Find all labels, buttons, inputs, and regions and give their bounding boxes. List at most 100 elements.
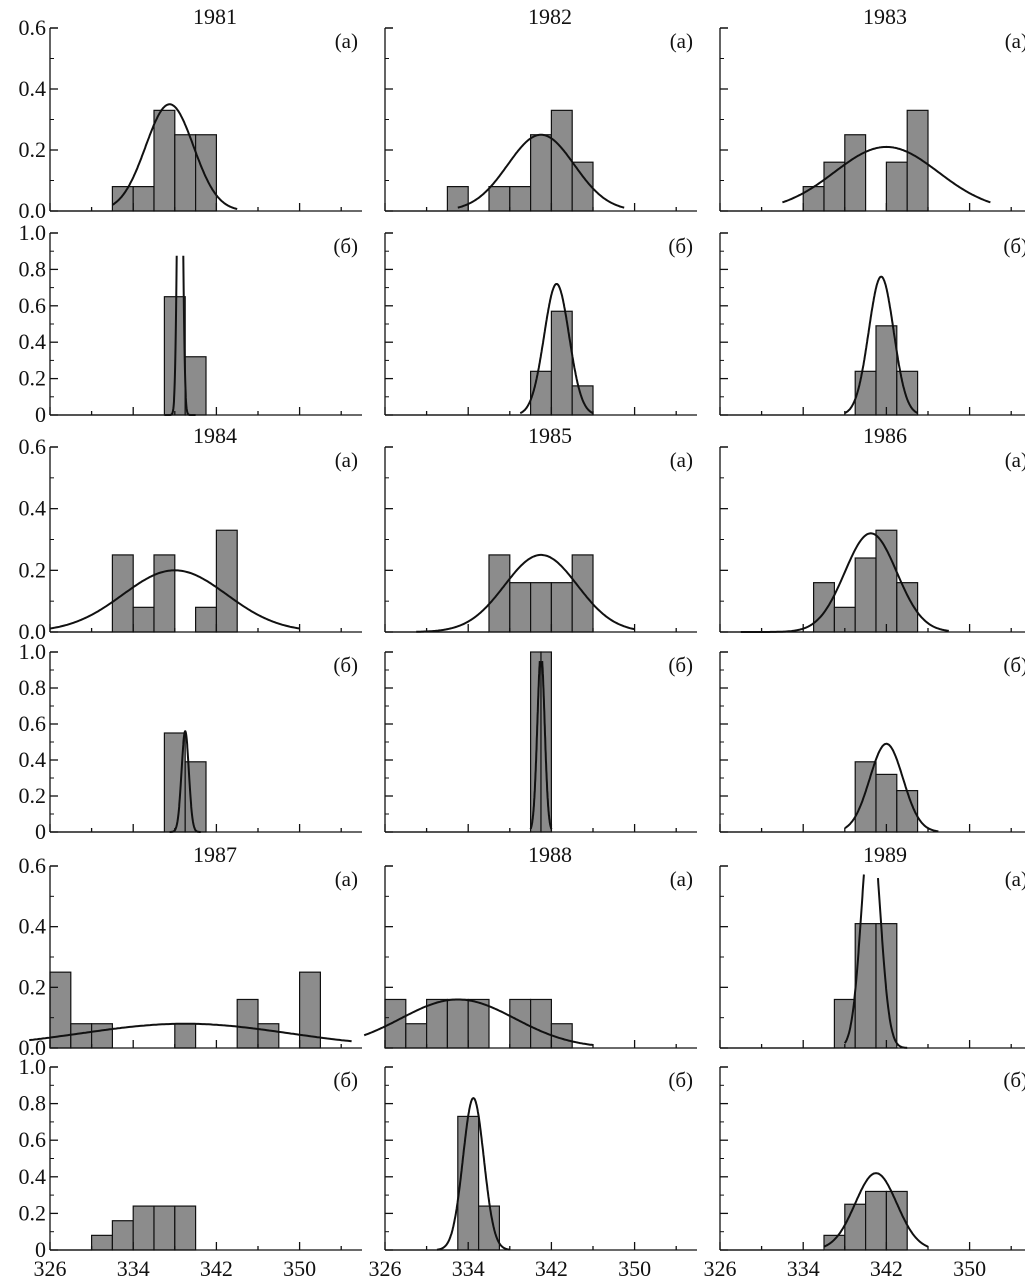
y-tick-label: 0.2 — [19, 366, 47, 391]
histogram-bar — [529, 134, 552, 212]
histogram-bar — [509, 186, 532, 212]
y-tick-label: 0.4 — [19, 496, 47, 521]
y-tick-label: 1.0 — [19, 1054, 47, 1079]
histogram-bar — [864, 1190, 887, 1251]
panel-title: 1981 — [193, 4, 237, 29]
panel-tag: (a) — [335, 867, 358, 891]
histogram-bar — [153, 109, 176, 212]
panel-8: 1985 (a) — [384, 423, 697, 633]
x-tick-label: 342 — [870, 1256, 903, 1280]
y-tick-label: 0.2 — [19, 137, 47, 162]
x-tick-label: 326 — [704, 1256, 737, 1280]
histogram-bar — [529, 998, 552, 1049]
y-tick-label: 0.6 — [19, 293, 47, 318]
x-tick-label: 350 — [283, 1256, 316, 1280]
panel-title: 1986 — [863, 423, 907, 448]
panel-title: 1987 — [193, 842, 237, 867]
panel-title: 1984 — [193, 423, 237, 448]
histogram-bar — [70, 1023, 93, 1049]
panel-tag: (б) — [1003, 1068, 1025, 1092]
panel-7: 0.0 0.2 0.4 0.6 1984 (a) — [19, 423, 362, 644]
y-tick-label: 0.6 — [19, 15, 47, 40]
panel-13: 0.0 0.2 0.4 0.6 1987 (a) — [19, 842, 362, 1060]
panel-tag: (б) — [1003, 653, 1025, 677]
y-tick-label: 0.4 — [19, 329, 47, 354]
histogram-bar — [509, 582, 532, 633]
histogram-bar — [184, 356, 207, 416]
histogram-bar — [550, 310, 573, 416]
histogram-bar — [446, 998, 469, 1049]
histogram-bar — [509, 998, 532, 1049]
y-tick-label: 0 — [35, 819, 46, 844]
panel-4: 0 0.2 0.4 0.6 0.8 1.0 (б) — [19, 220, 362, 427]
histogram-bar — [529, 582, 552, 633]
y-tick-label: 1.0 — [19, 220, 47, 245]
panel-tag: (a) — [1005, 867, 1025, 891]
panel-10: 0 0.2 0.4 0.6 0.8 1.0 (б) — [19, 639, 362, 844]
panel-14: 1988 (a) — [363, 842, 697, 1049]
histogram-bar — [550, 582, 573, 633]
normal-fit-curve — [29, 1022, 352, 1043]
histogram-bar — [571, 161, 594, 212]
x-tick-label: 350 — [953, 1256, 986, 1280]
histogram-bar — [132, 606, 155, 633]
x-tick-label: 350 — [618, 1256, 651, 1280]
histogram-bar — [875, 773, 898, 833]
histogram-bar — [132, 186, 155, 212]
histogram-bar — [823, 161, 846, 212]
histogram-bar — [153, 554, 176, 633]
normal-fit-curve — [529, 661, 541, 830]
histogram-bar — [875, 325, 898, 416]
histogram-bar — [854, 370, 877, 416]
histogram-bar — [854, 557, 877, 633]
y-tick-label: 0 — [35, 1237, 46, 1262]
panel-1: 0.0 0.2 0.4 0.6 1981 (a) — [19, 4, 362, 223]
x-tick-label: 326 — [34, 1256, 67, 1280]
y-tick-label: 0.2 — [19, 557, 47, 582]
x-tick-label: 334 — [787, 1256, 820, 1280]
normal-fit-curve — [541, 661, 553, 830]
histogram-bar — [153, 1205, 176, 1251]
y-tick-label: 0.6 — [19, 434, 47, 459]
normal-fit-curve — [49, 569, 300, 630]
histogram-bar — [257, 1023, 280, 1049]
histogram-bar — [195, 606, 218, 633]
normal-fit-curve — [111, 103, 238, 210]
panel-title: 1989 — [863, 842, 907, 867]
histogram-bar — [854, 761, 877, 833]
normal-fit-curve — [844, 742, 939, 833]
panel-tag: (a) — [670, 448, 693, 472]
histogram-bar — [111, 1220, 134, 1251]
panel-title: 1985 — [528, 423, 572, 448]
histogram-bar — [844, 1203, 867, 1251]
y-tick-label: 0.2 — [19, 783, 47, 808]
histogram-bar — [844, 134, 867, 212]
x-tick-label: 326 — [369, 1256, 402, 1280]
histogram-bar — [833, 998, 856, 1049]
y-tick-label: 0.8 — [19, 1091, 47, 1116]
normal-fit-curve — [436, 1097, 510, 1251]
histogram-bar — [550, 109, 573, 212]
histogram-bar — [384, 998, 407, 1049]
panel-tag: (б) — [333, 653, 358, 677]
panel-tag: (a) — [1005, 29, 1025, 53]
histogram-bar — [405, 1023, 428, 1049]
y-tick-label: 0.4 — [19, 1164, 47, 1189]
y-tick-label: 0.6 — [19, 1127, 47, 1152]
histogram-bar — [488, 186, 511, 212]
y-tick-label: 0.2 — [19, 974, 47, 999]
histogram-bar — [195, 134, 218, 212]
histogram-bar — [875, 529, 898, 633]
panel-tag: (a) — [670, 867, 693, 891]
panel-15: 1989 (a) — [719, 842, 1025, 1049]
histogram-bar — [174, 1205, 197, 1251]
x-tick-label: 334 — [117, 1256, 150, 1280]
panel-tag: (б) — [333, 1068, 358, 1092]
panel-2: 1982 (a) — [384, 4, 697, 212]
panel-5: (б) — [384, 232, 697, 416]
panel-3: 1983 (a) — [719, 4, 1025, 212]
panel-tag: (a) — [1005, 448, 1025, 472]
histogram-bar — [478, 1205, 501, 1251]
panel-18: (б) 326 334 342 350 — [704, 1066, 1025, 1280]
